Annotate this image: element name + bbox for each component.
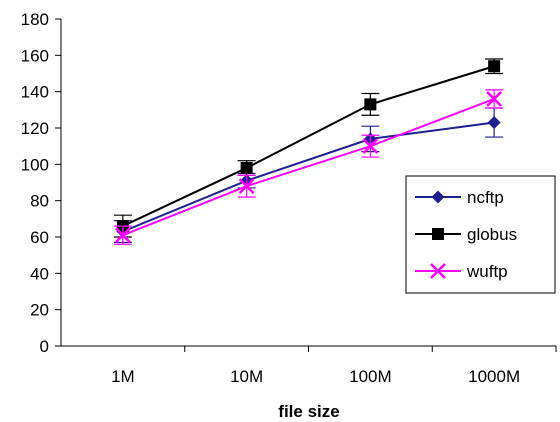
x-axis-title: file size bbox=[278, 402, 339, 421]
y-tick-label: 100 bbox=[21, 155, 49, 174]
legend-label: wuftp bbox=[466, 262, 508, 281]
series-line-ncftp bbox=[122, 121, 495, 233]
legend-marker bbox=[432, 228, 444, 240]
data-point-wuftp bbox=[362, 138, 379, 155]
data-point-globus bbox=[364, 98, 377, 111]
legend: ncftp globus wuftp bbox=[405, 175, 556, 294]
series-line-globus bbox=[122, 65, 495, 228]
y-ticks: 0 20 40 60 80 100 120 140 160 180 bbox=[21, 10, 61, 356]
data-point-ncftp bbox=[487, 116, 501, 130]
legend-item-ncftp: ncftp bbox=[415, 188, 504, 207]
series-layer bbox=[113, 58, 504, 245]
y-tick-label: 180 bbox=[21, 10, 49, 29]
x-tick-label: 100M bbox=[349, 367, 392, 386]
data-point-wuftp bbox=[114, 227, 131, 244]
y-tick-label: 120 bbox=[21, 119, 49, 138]
legend-label: globus bbox=[467, 225, 517, 244]
legend-marker bbox=[430, 263, 446, 279]
data-point-globus bbox=[488, 60, 501, 73]
y-tick-label: 0 bbox=[40, 337, 49, 356]
x-tick-label: 10M bbox=[230, 367, 263, 386]
x-tick-label: 1000M bbox=[468, 367, 520, 386]
data-point-wuftp bbox=[486, 91, 503, 107]
y-tick-label: 140 bbox=[21, 83, 49, 102]
series-line-wuftp bbox=[122, 97, 495, 237]
x-ticks: 1M 10M 100M 1000M bbox=[111, 346, 557, 386]
legend-item-wuftp: wuftp bbox=[415, 262, 508, 281]
x-tick-label: 1M bbox=[111, 367, 135, 386]
series-wuftp bbox=[113, 89, 504, 245]
data-point-globus bbox=[240, 161, 253, 174]
y-tick-label: 40 bbox=[30, 264, 49, 283]
legend-label: ncftp bbox=[467, 188, 504, 207]
legend-item-globus: globus bbox=[415, 225, 517, 244]
series-globus bbox=[113, 58, 504, 238]
legend-marker bbox=[431, 190, 445, 204]
y-tick-label: 160 bbox=[21, 46, 49, 65]
y-tick-label: 20 bbox=[30, 301, 49, 320]
y-tick-label: 80 bbox=[30, 192, 49, 211]
y-tick-label: 60 bbox=[30, 228, 49, 247]
data-point-wuftp bbox=[238, 178, 255, 195]
